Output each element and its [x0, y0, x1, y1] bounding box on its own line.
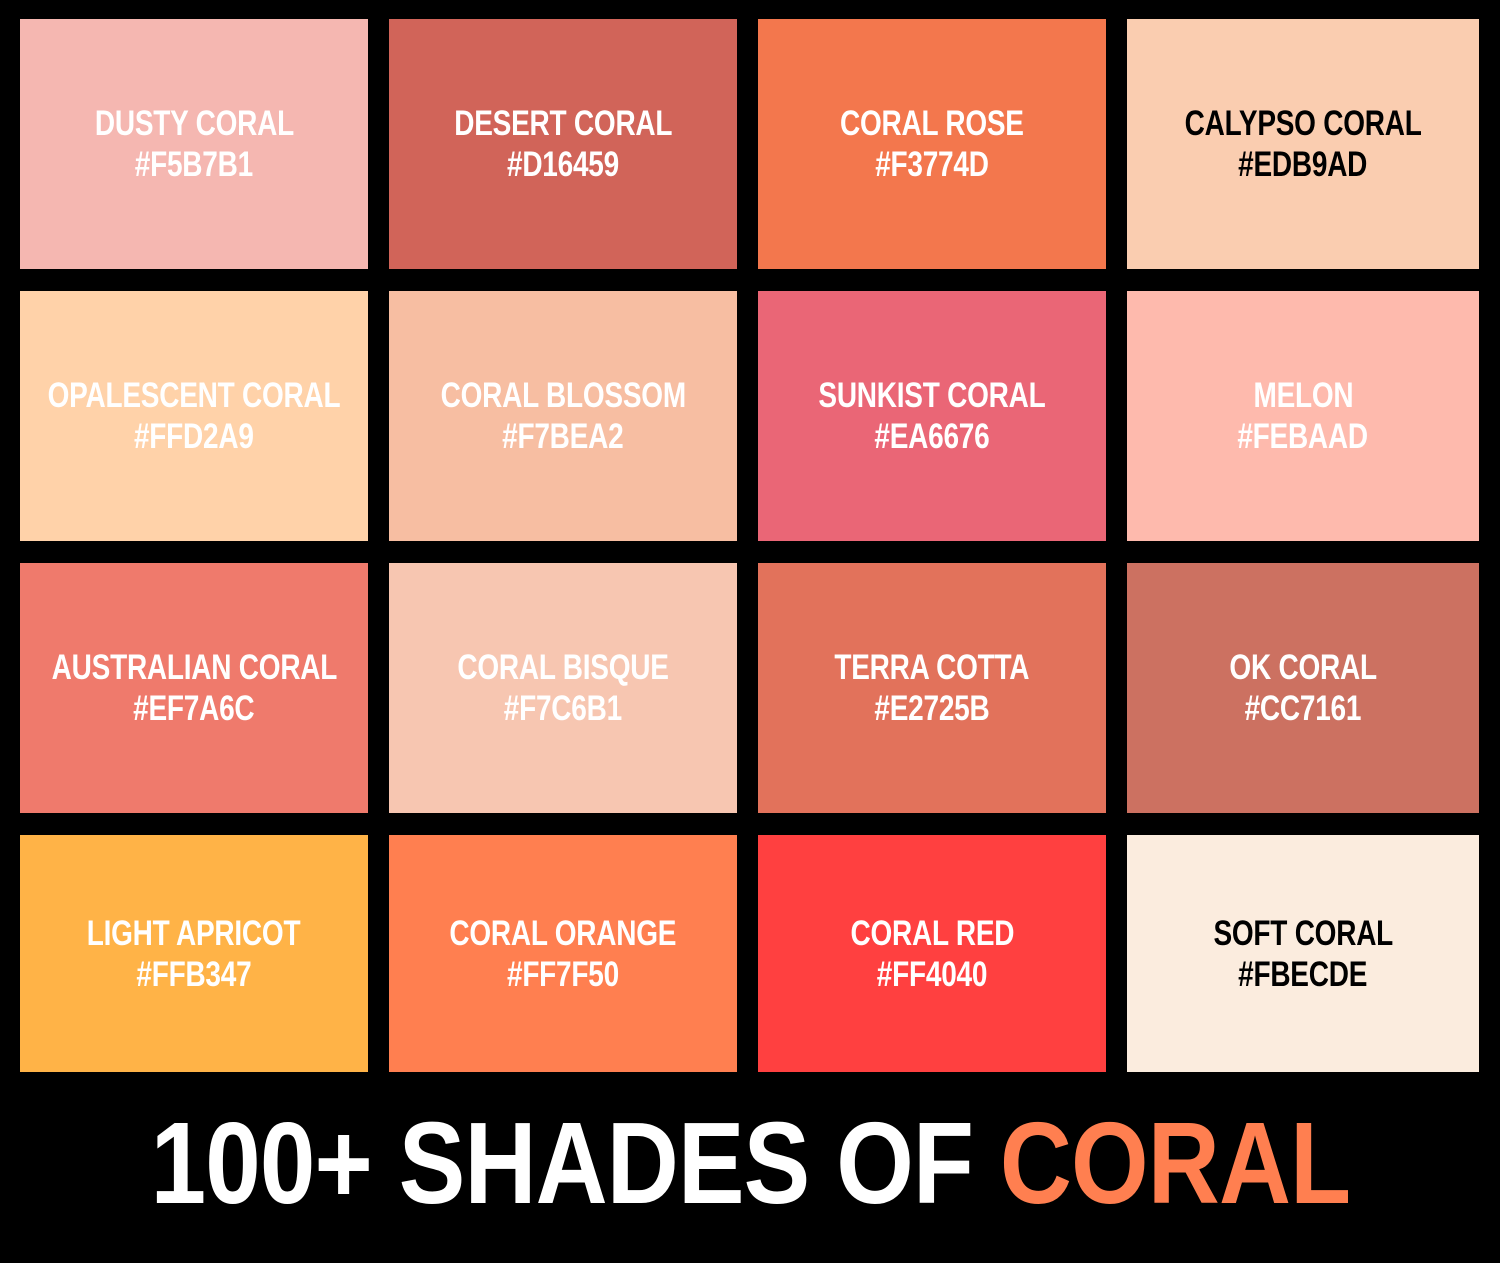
swatch-hex: #F7BEA2 — [502, 417, 624, 456]
swatch-hex: #CC7161 — [1244, 689, 1362, 728]
color-swatch: OK CORAL #CC7161 — [1127, 563, 1479, 813]
swatch-name: LIGHT APRICOT — [87, 913, 301, 953]
title-prefix: 100+ SHADES OF — [150, 1098, 1000, 1228]
color-swatch: DUSTY CORAL #F5B7B1 — [20, 19, 368, 269]
color-swatch: CORAL ROSE #F3774D — [758, 19, 1106, 269]
swatch-hex: #FFD2A9 — [134, 417, 254, 456]
swatch-name: MELON — [1253, 376, 1353, 415]
color-swatch: CORAL ORANGE #FF7F50 — [389, 835, 737, 1072]
color-swatch: CALYPSO CORAL #EDB9AD — [1127, 19, 1479, 269]
title-highlight: CORAL — [999, 1098, 1350, 1228]
swatch-hex: #F7C6B1 — [503, 689, 623, 728]
color-swatch: SOFT CORAL #FBECDE — [1127, 835, 1479, 1072]
swatch-name: DUSTY CORAL — [94, 104, 294, 143]
swatch-hex: #F3774D — [875, 145, 989, 184]
swatch-name: CORAL ORANGE — [449, 913, 677, 953]
swatch-hex: #FF4040 — [876, 954, 988, 994]
swatch-name: TERRA COTTA — [834, 648, 1030, 687]
color-swatch: DESERT CORAL #D16459 — [389, 19, 737, 269]
page-title: 100+ SHADES OF CORAL — [0, 1098, 1500, 1228]
swatch-hex: #FEBAAD — [1237, 417, 1369, 456]
swatch-hex: #E2725B — [874, 689, 990, 728]
swatch-name: DESERT CORAL — [453, 104, 673, 143]
color-swatch: CORAL BLOSSOM #F7BEA2 — [389, 291, 737, 541]
color-swatch: CORAL RED #FF4040 — [758, 835, 1106, 1072]
swatch-name: SUNKIST CORAL — [818, 376, 1046, 415]
swatch-hex: #EA6676 — [874, 417, 990, 456]
swatch-hex: #FBECDE — [1238, 954, 1368, 994]
swatch-name: CORAL BLOSSOM — [440, 376, 686, 415]
color-swatch: LIGHT APRICOT #FFB347 — [20, 835, 368, 1072]
color-swatch: SUNKIST CORAL #EA6676 — [758, 291, 1106, 541]
color-swatch: OPALESCENT CORAL #FFD2A9 — [20, 291, 368, 541]
color-swatch: CORAL BISQUE #F7C6B1 — [389, 563, 737, 813]
swatch-name: OPALESCENT CORAL — [47, 376, 341, 415]
swatch-name: CORAL BISQUE — [457, 648, 669, 687]
swatch-hex: #EDB9AD — [1238, 145, 1368, 184]
swatch-name: CORAL ROSE — [840, 104, 1024, 143]
swatch-name: CORAL RED — [850, 913, 1014, 953]
swatch-hex: #F5B7B1 — [134, 145, 254, 184]
swatch-name: AUSTRALIAN CORAL — [51, 648, 337, 687]
swatch-name: SOFT CORAL — [1213, 913, 1393, 953]
swatch-hex: #EF7A6C — [133, 689, 255, 728]
swatch-name: OK CORAL — [1229, 648, 1377, 687]
swatch-name: CALYPSO CORAL — [1184, 104, 1422, 143]
swatch-hex: #D16459 — [507, 145, 619, 184]
color-swatch: MELON #FEBAAD — [1127, 291, 1479, 541]
color-swatch: AUSTRALIAN CORAL #EF7A6C — [20, 563, 368, 813]
swatch-hex: #FF7F50 — [507, 954, 619, 994]
swatch-hex: #FFB347 — [136, 954, 252, 994]
color-swatch: TERRA COTTA #E2725B — [758, 563, 1106, 813]
